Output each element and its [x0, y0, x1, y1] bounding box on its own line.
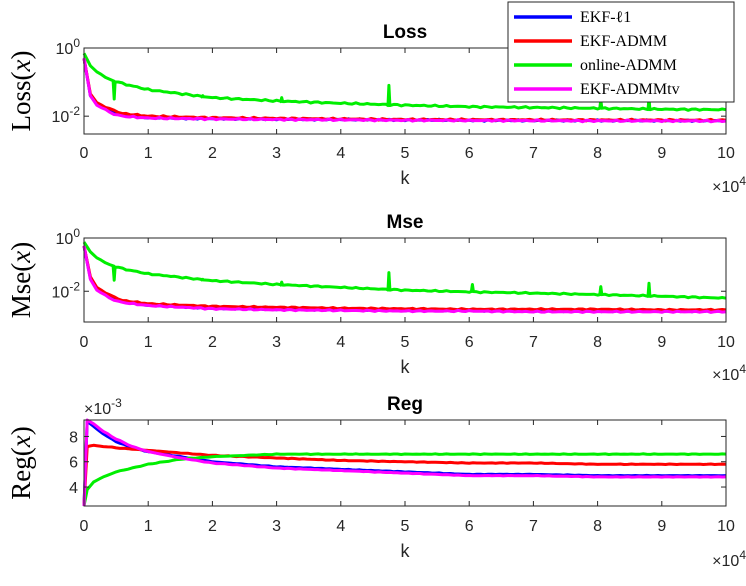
x-tick-label: 7 [529, 145, 538, 162]
chart-title: Loss [383, 22, 427, 43]
series-line-ekf-admmtv [82, 418, 727, 507]
y-axis-label: Mse(x) [6, 242, 36, 318]
series-line-ekf-admm [82, 443, 727, 507]
x-multiplier: ×104 [712, 362, 746, 384]
x-multiplier: ×104 [712, 174, 746, 196]
series-line-online-admm [82, 52, 727, 112]
y-tick-label: 100 [56, 36, 81, 58]
legend-label: EKF-ℓ1 [580, 9, 631, 26]
x-axis-label: k [401, 357, 411, 377]
chart-title: Mse [387, 212, 424, 233]
y-tick-label: 4 [69, 480, 78, 497]
chart-title: Reg [387, 394, 423, 415]
x-tick-label: 0 [80, 145, 89, 162]
panel-loss: Loss 0 1 2 3 4 5 6 7 8 9 10 k ×104 100 10-2 [52, 22, 746, 196]
x-tick-label: 9 [657, 518, 666, 535]
x-axis-label: k [401, 168, 411, 188]
x-tick-label: 3 [272, 145, 281, 162]
x-tick-label: 5 [401, 145, 410, 162]
y-tick-label: 6 [69, 455, 78, 472]
x-tick-label: 0 [80, 518, 89, 535]
x-tick-label: 3 [272, 334, 281, 351]
x-tick-label: 9 [657, 145, 666, 162]
x-tick-label: 4 [336, 334, 345, 351]
y-tick-label: 10-2 [52, 279, 81, 301]
x-tick-label: 7 [529, 518, 538, 535]
series-line-ekf-admm [82, 245, 727, 312]
x-tick-label: 8 [593, 334, 602, 351]
x-tick-label: 8 [593, 518, 602, 535]
y-tick-label: 10-2 [52, 104, 81, 126]
y-axis-label: Loss(x) [6, 51, 36, 132]
x-tick-label: 1 [144, 145, 153, 162]
x-tick-label: 3 [272, 518, 281, 535]
x-tick-label: 0 [80, 334, 89, 351]
x-tick-label: 4 [336, 145, 345, 162]
x-tick-label: 2 [208, 334, 217, 351]
x-multiplier: ×104 [712, 548, 746, 570]
series-line-ekf-admmtv [82, 58, 727, 124]
legend-label: online-ADMM [580, 57, 677, 74]
y-axis-label: Reg(x) [6, 426, 36, 499]
x-tick-label: 5 [401, 334, 410, 351]
x-tick-label: 4 [336, 518, 345, 535]
x-tick-label: 1 [144, 518, 153, 535]
y-tick-label: 8 [69, 429, 78, 446]
x-tick-label: 1 [144, 334, 153, 351]
x-tick-label: 10 [717, 334, 735, 351]
x-tick-label: 6 [465, 334, 474, 351]
y-tick-label: 100 [56, 226, 81, 248]
x-tick-label: 7 [529, 334, 538, 351]
series-line-online-admm [82, 241, 727, 300]
series-line-ekf-admmtv [82, 245, 727, 314]
x-tick-label: 5 [401, 518, 410, 535]
panel-mse: Mse 0 1 2 3 4 5 6 7 8 9 10 k ×104 100 10-2 [52, 212, 746, 384]
legend-label: EKF-ADMMtv [580, 81, 680, 98]
legend-label: EKF-ADMM [580, 33, 667, 50]
x-tick-label: 6 [465, 518, 474, 535]
x-tick-label: 9 [657, 334, 666, 351]
x-tick-label: 8 [593, 145, 602, 162]
x-tick-label: 2 [208, 518, 217, 535]
y-multiplier: ×10-3 [84, 396, 122, 418]
x-axis-label: k [401, 541, 411, 561]
x-tick-label: 2 [208, 145, 217, 162]
x-tick-label: 10 [717, 518, 735, 535]
x-tick-label: 6 [465, 145, 474, 162]
x-tick-label: 10 [717, 145, 735, 162]
panel-reg: Reg 0 1 2 3 4 5 6 7 8 9 10 k ×104 4 6 8 ×10-3 [69, 394, 746, 570]
legend: EKF-ℓ1 EKF-ADMM online-ADMM EKF-ADMMtv [507, 1, 735, 103]
